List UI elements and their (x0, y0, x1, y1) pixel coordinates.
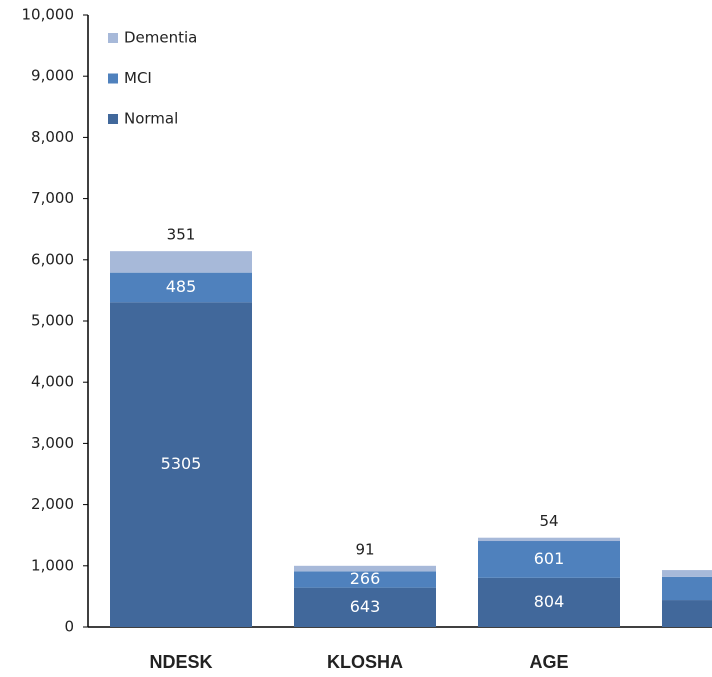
x-tick-label: KLOSHA (327, 652, 403, 672)
legend-label: Normal (124, 110, 178, 128)
y-tick-label: 3,000 (31, 434, 74, 452)
data-label: 804 (534, 592, 565, 611)
data-label: 643 (350, 597, 381, 616)
legend-label: MCI (124, 69, 152, 87)
legend-swatch (108, 114, 118, 124)
data-label: 91 (355, 540, 374, 558)
bar-segment (294, 565, 436, 572)
bar-segment (110, 251, 252, 273)
y-tick-label: 4,000 (31, 373, 74, 391)
data-label: 351 (167, 226, 196, 244)
x-tick-label: AGE (529, 652, 568, 672)
bar-segment (110, 272, 252, 303)
bar-segment (110, 302, 252, 627)
bar-segment (478, 541, 620, 578)
bar-segment (662, 570, 712, 577)
data-label: 601 (534, 549, 565, 568)
y-tick-label: 8,000 (31, 128, 74, 146)
data-label: 485 (166, 277, 197, 296)
data-label: 54 (539, 512, 558, 530)
y-tick-label: 6,000 (31, 250, 74, 268)
data-label: 266 (350, 569, 381, 588)
y-tick-label: 9,000 (31, 67, 74, 85)
y-tick-label: 2,000 (31, 495, 74, 513)
y-tick-label: 0 (64, 618, 74, 636)
bar-segment (294, 571, 436, 588)
bar-segment (478, 537, 620, 542)
y-tick-label: 1,000 (31, 556, 74, 574)
y-tick-label: 7,000 (31, 189, 74, 207)
legend-label: Dementia (124, 29, 197, 47)
bar-segment (294, 587, 436, 627)
y-tick-label: 10,000 (22, 6, 75, 24)
y-tick-label: 5,000 (31, 312, 74, 330)
bar-segment (662, 600, 712, 627)
legend-swatch (108, 73, 118, 84)
x-tick-label: NDESK (149, 652, 212, 672)
legend-swatch (108, 33, 118, 43)
data-label: 5305 (161, 454, 202, 473)
bar-segment (478, 577, 620, 627)
bar-segment (662, 576, 712, 601)
